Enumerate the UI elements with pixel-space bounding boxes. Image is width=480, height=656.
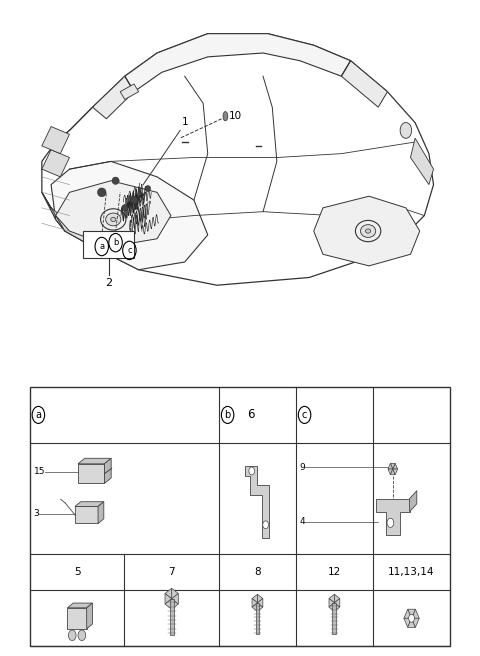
Polygon shape (170, 599, 174, 635)
Polygon shape (393, 469, 397, 475)
Polygon shape (51, 161, 208, 270)
Circle shape (78, 630, 86, 640)
Ellipse shape (122, 205, 128, 211)
Polygon shape (388, 463, 393, 469)
Text: 12: 12 (328, 567, 341, 577)
Polygon shape (120, 84, 139, 100)
Polygon shape (409, 491, 417, 512)
Polygon shape (105, 459, 111, 483)
Polygon shape (42, 33, 433, 285)
Polygon shape (125, 33, 350, 92)
Polygon shape (390, 463, 395, 469)
Polygon shape (257, 598, 263, 607)
Polygon shape (390, 469, 395, 475)
Polygon shape (93, 76, 134, 119)
Polygon shape (404, 609, 411, 618)
Ellipse shape (101, 209, 126, 230)
Text: a: a (36, 410, 41, 420)
Ellipse shape (112, 177, 119, 184)
Polygon shape (388, 469, 393, 475)
Circle shape (408, 614, 414, 622)
Polygon shape (68, 603, 93, 607)
Polygon shape (252, 603, 257, 611)
Polygon shape (257, 594, 263, 603)
Bar (30, 387, 450, 646)
Polygon shape (376, 499, 409, 535)
Polygon shape (329, 603, 335, 611)
Polygon shape (165, 588, 172, 599)
Polygon shape (165, 594, 172, 604)
Polygon shape (329, 598, 335, 607)
Text: 4: 4 (300, 517, 305, 526)
Polygon shape (335, 598, 340, 607)
Polygon shape (408, 618, 415, 627)
Text: b: b (225, 410, 231, 420)
Polygon shape (329, 594, 335, 603)
Ellipse shape (366, 229, 371, 233)
Bar (68, 607, 87, 628)
Polygon shape (42, 127, 70, 154)
Polygon shape (335, 594, 340, 603)
Text: 2: 2 (105, 278, 112, 288)
Ellipse shape (106, 213, 121, 226)
Polygon shape (252, 598, 257, 607)
Circle shape (387, 518, 394, 527)
Text: b: b (113, 238, 118, 247)
Ellipse shape (355, 220, 381, 241)
Polygon shape (98, 502, 104, 523)
Text: 6: 6 (247, 409, 254, 421)
Ellipse shape (360, 224, 376, 237)
Polygon shape (255, 603, 259, 634)
Polygon shape (411, 609, 419, 618)
Polygon shape (172, 594, 179, 604)
Polygon shape (42, 150, 70, 177)
Polygon shape (404, 618, 411, 627)
Text: 7: 7 (168, 567, 175, 577)
Polygon shape (314, 196, 420, 266)
Circle shape (249, 467, 254, 475)
Text: 15: 15 (34, 467, 45, 476)
Polygon shape (172, 588, 179, 599)
Polygon shape (335, 603, 340, 611)
Polygon shape (78, 459, 111, 464)
Polygon shape (411, 618, 419, 627)
Polygon shape (408, 609, 415, 618)
Ellipse shape (130, 196, 138, 204)
Text: 11,13,14: 11,13,14 (388, 567, 435, 577)
Text: c: c (127, 246, 132, 255)
Polygon shape (172, 599, 179, 609)
Text: 3: 3 (34, 509, 39, 518)
Ellipse shape (223, 112, 228, 121)
Polygon shape (56, 180, 171, 247)
Text: c: c (302, 410, 307, 420)
Polygon shape (257, 603, 263, 611)
Polygon shape (341, 61, 387, 107)
Text: 8: 8 (254, 567, 261, 577)
Circle shape (263, 521, 268, 529)
Bar (84, 231, 134, 258)
Bar (75, 506, 98, 523)
Text: 1: 1 (181, 117, 188, 127)
Circle shape (400, 123, 412, 138)
Text: a: a (99, 242, 104, 251)
Bar (78, 464, 105, 483)
Text: 9: 9 (300, 462, 305, 472)
Polygon shape (393, 463, 397, 469)
Circle shape (69, 630, 76, 640)
Polygon shape (245, 466, 269, 538)
Text: 5: 5 (74, 567, 80, 577)
Polygon shape (165, 599, 172, 609)
Polygon shape (410, 138, 433, 184)
Ellipse shape (145, 186, 151, 192)
Polygon shape (75, 502, 104, 506)
Ellipse shape (97, 188, 106, 197)
Polygon shape (333, 603, 336, 634)
Polygon shape (252, 594, 257, 603)
Polygon shape (87, 603, 93, 628)
Ellipse shape (111, 217, 116, 222)
Polygon shape (42, 192, 93, 247)
Text: 10: 10 (229, 111, 242, 121)
